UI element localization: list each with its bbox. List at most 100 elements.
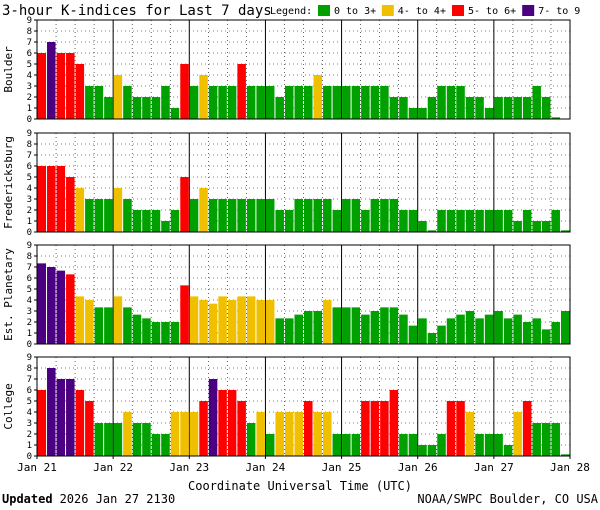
bar (389, 390, 399, 456)
bar (75, 296, 85, 344)
bar (218, 86, 227, 119)
bar (332, 86, 342, 119)
bar (294, 86, 303, 119)
y-tick-label: 4 (27, 71, 32, 81)
x-axis-label: Coordinate Universal Time (UTC) (188, 479, 412, 493)
bar (47, 267, 56, 344)
bar (332, 210, 342, 232)
y-tick-label: 1 (27, 217, 32, 227)
bar (142, 423, 151, 456)
bar (560, 311, 570, 344)
panel-frame (36, 132, 571, 233)
bar (389, 199, 399, 232)
bar (475, 434, 484, 456)
y-tick-label: 8 (27, 140, 32, 150)
bar (227, 390, 237, 456)
legend-swatch-7-to-9 (522, 5, 535, 16)
bar (408, 325, 418, 344)
bar (494, 311, 503, 344)
bar (494, 434, 503, 456)
y-tick-label: 5 (27, 60, 32, 70)
y-tick-label: 7 (27, 375, 32, 385)
y-tick-label: 5 (27, 397, 32, 407)
bar (484, 108, 494, 119)
bar (503, 210, 513, 232)
bar (113, 75, 123, 119)
bar (218, 296, 227, 344)
bar (132, 210, 142, 232)
y-tick-label: 6 (27, 49, 32, 59)
bar (123, 86, 132, 119)
bar (237, 64, 246, 119)
bar (170, 108, 180, 119)
bar (342, 86, 351, 119)
bar (151, 97, 161, 119)
y-tick-label: 7 (27, 263, 32, 273)
bar (408, 210, 418, 232)
updated-timestamp: 2026 Jan 27 2130 (60, 492, 176, 506)
bar (446, 318, 456, 344)
bar (37, 390, 47, 456)
bar (47, 166, 56, 232)
bar (246, 199, 256, 232)
bar (75, 64, 85, 119)
bar (560, 454, 570, 456)
bar (123, 412, 132, 456)
bar (227, 86, 237, 119)
bar (551, 423, 560, 456)
bar (56, 166, 66, 232)
bar (332, 434, 342, 456)
bar (170, 210, 180, 232)
bar (503, 318, 513, 344)
bar (237, 199, 246, 232)
bar (199, 188, 208, 232)
panel-frame (36, 19, 571, 120)
panel-label-fredericksburg: Fredericksburg (2, 136, 15, 229)
bar (503, 97, 513, 119)
bar (418, 318, 427, 344)
bar (465, 210, 475, 232)
y-tick-label: 0 (27, 452, 32, 462)
bar (208, 379, 218, 456)
bar (465, 412, 475, 456)
x-tick-label: Jan 27 (474, 461, 514, 474)
bar (541, 423, 551, 456)
y-tick-label: 0 (27, 340, 32, 350)
bar (113, 188, 123, 232)
credit-text: NOAA/SWPC Boulder, CO USA (417, 492, 598, 506)
bar (437, 325, 446, 344)
bar (361, 86, 370, 119)
bar (342, 199, 351, 232)
bar (47, 368, 56, 456)
bar (208, 199, 218, 232)
bar (503, 445, 513, 456)
bar (370, 311, 380, 344)
bar (560, 230, 570, 232)
bar (284, 412, 294, 456)
bar (494, 210, 503, 232)
bar (551, 210, 560, 232)
bar (532, 221, 541, 232)
bar (408, 108, 418, 119)
bar (323, 412, 332, 456)
legend-label-4-to-4: 4- to 4+ (398, 6, 446, 17)
bar (37, 166, 47, 232)
bar (104, 423, 113, 456)
bar (351, 434, 361, 456)
y-tick-label: 8 (27, 252, 32, 262)
bar (66, 177, 75, 232)
bar (370, 199, 380, 232)
bar (427, 333, 437, 344)
bar (265, 86, 275, 119)
bar (37, 263, 47, 344)
bar (94, 423, 104, 456)
bar (75, 188, 85, 232)
bar (56, 53, 66, 119)
y-tick-label: 4 (27, 296, 32, 306)
bar (380, 199, 389, 232)
chart-title: 3-hour K-indices for Last 7 days (2, 3, 272, 19)
bar (170, 412, 180, 456)
x-tick-label: Jan 22 (93, 461, 133, 474)
